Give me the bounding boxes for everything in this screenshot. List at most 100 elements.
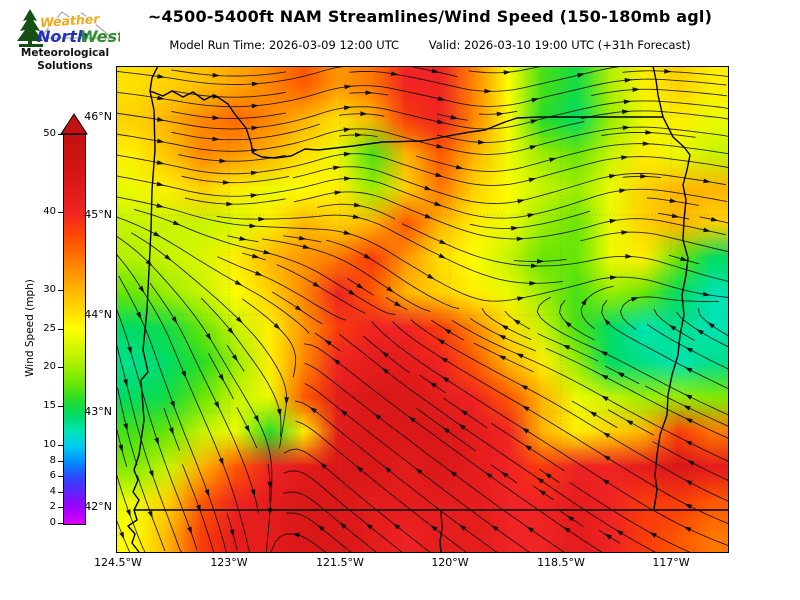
streamline bbox=[604, 365, 640, 385]
streamline-arrow-icon bbox=[125, 509, 131, 517]
streamline-arrow-icon bbox=[355, 132, 363, 138]
streamline bbox=[478, 110, 518, 115]
streamline-arrow-icon bbox=[438, 253, 447, 259]
colorbar-tick-label: 40 bbox=[43, 205, 56, 217]
streamline-arrow-icon bbox=[703, 178, 711, 184]
page-title: ~4500-5400ft NAM Streamlines/Wind Speed … bbox=[147, 7, 713, 26]
streamline-arrow-icon bbox=[439, 239, 447, 245]
streamline bbox=[208, 353, 235, 400]
streamline-arrow-icon bbox=[157, 95, 165, 101]
streamline bbox=[171, 69, 287, 77]
streamline-arrow-icon bbox=[603, 455, 611, 461]
streamline-arrow-icon bbox=[604, 318, 611, 326]
streamline-arrow-icon bbox=[531, 97, 540, 103]
streamline-arrow-icon bbox=[138, 285, 145, 294]
lon-tick-label: 124.5°W bbox=[94, 556, 142, 569]
streamline-arrow-icon bbox=[205, 333, 212, 341]
streamline-arrow-icon bbox=[449, 470, 457, 477]
streamline-arrow-icon bbox=[365, 90, 373, 95]
streamline-arrow-icon bbox=[616, 372, 625, 378]
streamline-arrow-icon bbox=[668, 324, 677, 331]
streamline-arrow-icon bbox=[524, 444, 532, 451]
streamline-arrow-icon bbox=[123, 378, 128, 387]
streamline-arrow-icon bbox=[604, 533, 612, 540]
streamline-arrow-icon bbox=[363, 253, 372, 260]
streamline-arrow-icon bbox=[344, 84, 352, 90]
geo-border bbox=[439, 509, 443, 553]
streamline-arrow-icon bbox=[381, 367, 389, 375]
streamline bbox=[163, 407, 181, 451]
streamline-arrow-icon bbox=[549, 157, 557, 163]
streamline-arrow-icon bbox=[258, 216, 266, 222]
streamline-arrow-icon bbox=[684, 479, 693, 486]
streamline-arrow-icon bbox=[226, 201, 234, 207]
streamline-arrow-icon bbox=[517, 199, 525, 204]
streamline-arrow-icon bbox=[119, 531, 125, 540]
streamline-arrow-icon bbox=[273, 323, 281, 330]
streamline-arrow-icon bbox=[619, 188, 627, 194]
streamline-arrow-icon bbox=[381, 351, 389, 358]
streamline-arrow-icon bbox=[229, 529, 235, 537]
lon-tick-label: 121.5°W bbox=[316, 556, 364, 569]
streamline-arrow-icon bbox=[520, 384, 528, 391]
streamline bbox=[283, 491, 378, 553]
streamline-arrow-icon bbox=[649, 532, 657, 538]
streamline-arrow-icon bbox=[685, 418, 693, 424]
streamline bbox=[200, 297, 282, 437]
streamline-arrow-icon bbox=[608, 174, 617, 179]
streamline bbox=[601, 299, 729, 390]
streamline-arrow-icon bbox=[521, 427, 530, 434]
streamline-arrow-icon bbox=[440, 357, 448, 363]
streamline bbox=[338, 333, 660, 553]
streamline bbox=[580, 110, 729, 120]
streamline bbox=[653, 308, 696, 341]
streamline-arrow-icon bbox=[478, 139, 486, 145]
streamline-arrow-icon bbox=[424, 213, 433, 219]
streamline-arrow-icon bbox=[431, 68, 440, 74]
streamline-arrow-icon bbox=[684, 503, 693, 510]
logo-mountain bbox=[38, 11, 114, 39]
streamline-arrow-icon bbox=[332, 358, 341, 365]
streamline-arrow-icon bbox=[434, 201, 442, 206]
streamline-arrow-icon bbox=[218, 373, 224, 382]
streamline-arrow-icon bbox=[503, 70, 512, 75]
streamline bbox=[116, 233, 273, 553]
streamline-arrow-icon bbox=[343, 127, 352, 133]
streamline bbox=[569, 482, 694, 553]
streamline-arrow-icon bbox=[227, 327, 234, 335]
streamline-arrow-icon bbox=[276, 408, 282, 417]
map-overlay-svg bbox=[116, 66, 729, 553]
streamline-arrow-icon bbox=[544, 472, 552, 479]
streamline-arrow-icon bbox=[491, 525, 499, 532]
streamline bbox=[401, 223, 729, 283]
streamline bbox=[537, 333, 599, 362]
streamline-arrow-icon bbox=[383, 466, 392, 473]
streamline bbox=[116, 78, 727, 108]
streamline bbox=[304, 343, 605, 553]
streamline-arrow-icon bbox=[696, 329, 704, 335]
colorbar-tick-label: 10 bbox=[43, 439, 56, 451]
streamline-arrow-icon bbox=[234, 279, 243, 286]
streamline-arrow-icon bbox=[156, 181, 165, 187]
colorbar-tick-label: 4 bbox=[49, 485, 56, 497]
streamline bbox=[295, 400, 500, 553]
geo-border bbox=[127, 66, 159, 553]
streamline-arrow-icon bbox=[521, 405, 530, 412]
streamline-arrow-icon bbox=[622, 125, 631, 131]
streamline-arrow-icon bbox=[498, 334, 506, 340]
streamline bbox=[271, 291, 323, 325]
streamline-arrow-icon bbox=[373, 413, 382, 420]
streamline-arrow-icon bbox=[623, 99, 632, 105]
streamline bbox=[469, 210, 591, 229]
streamline-arrow-icon bbox=[427, 273, 435, 280]
streamline-arrow-icon bbox=[263, 249, 271, 255]
streamline-arrow-icon bbox=[340, 409, 348, 416]
streamline-arrow-icon bbox=[513, 319, 521, 325]
streamline bbox=[184, 197, 286, 205]
streamline-arrow-icon bbox=[164, 254, 172, 261]
streamline-arrow-icon bbox=[365, 523, 373, 530]
streamline-arrow-icon bbox=[645, 130, 653, 135]
streamline-arrow-icon bbox=[683, 405, 691, 411]
streamline-arrow-icon bbox=[640, 173, 648, 179]
